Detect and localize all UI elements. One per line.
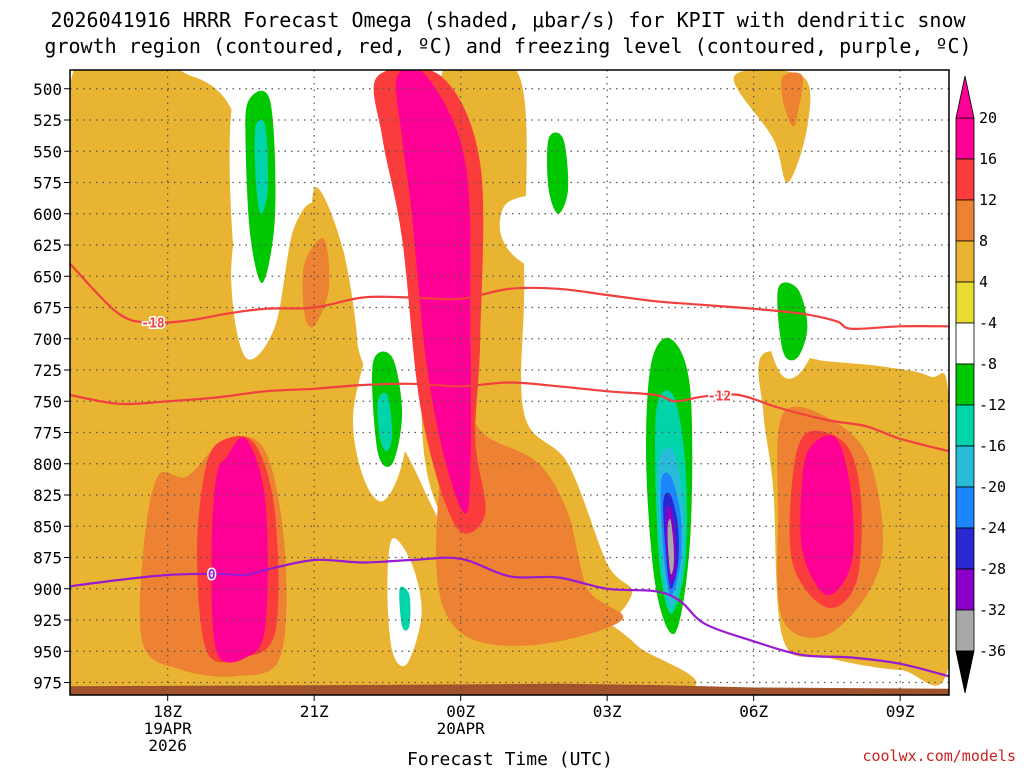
x-axis-title: Forecast Time (UTC)	[407, 749, 613, 768]
omega-region	[781, 72, 804, 127]
y-tick-label: 750	[33, 392, 62, 411]
y-tick-label: 700	[33, 330, 62, 349]
colorbar-segment	[955, 199, 975, 242]
gridlines	[70, 70, 949, 695]
omega-region	[800, 435, 854, 596]
colorbar-label: 20	[979, 109, 997, 127]
omega-region	[211, 437, 268, 663]
y-tick-label: 850	[33, 517, 62, 536]
colorbar-label: -8	[979, 355, 997, 373]
colorbar-segment	[955, 486, 975, 529]
y-tick-label: 650	[33, 267, 62, 286]
y-tick-label: 975	[33, 674, 62, 693]
contour-label: -12	[708, 390, 731, 405]
omega-region	[436, 407, 624, 646]
omega-region	[699, 527, 710, 605]
y-tick-label: 675	[33, 299, 62, 318]
x-tick-label: 19APR	[144, 719, 193, 738]
contour-line	[70, 381, 949, 453]
y-tick-label: 600	[33, 205, 62, 224]
x-tick-label: 00Z	[446, 702, 475, 721]
omega-region	[395, 70, 471, 514]
colorbar-label: -20	[979, 478, 1006, 496]
colorbar-label: 4	[979, 273, 988, 291]
contour-label: 0	[208, 568, 216, 583]
colorbar-segment	[955, 527, 975, 570]
y-tick-label: 625	[33, 236, 62, 255]
omega-region	[377, 392, 393, 452]
omega-shading	[70, 70, 949, 695]
omega-region	[737, 497, 754, 621]
omega-region	[311, 187, 359, 382]
y-tick-label: 575	[33, 174, 62, 193]
y-tick-label: 825	[33, 486, 62, 505]
contour-line	[70, 263, 949, 331]
x-tick-label: 2026	[148, 736, 187, 755]
x-tick-label: 21Z	[300, 702, 329, 721]
contour-line	[70, 556, 949, 678]
y-tick-label: 950	[33, 642, 62, 661]
y-tick-label: 525	[33, 111, 62, 130]
terrain-surface	[70, 683, 949, 695]
x-tick-label: 06Z	[739, 702, 768, 721]
omega-region	[499, 195, 569, 283]
y-tick-label: 875	[33, 549, 62, 568]
plot-frame	[69, 69, 950, 696]
colorbar-label: -32	[979, 601, 1006, 619]
colorbar: -36 -32 -28 -24 -20 -16 -12 -8 -4 4 8 12 16 20	[955, 75, 1006, 694]
omega-region	[547, 132, 569, 214]
colorbar-segment	[955, 404, 975, 447]
y-tick-label: 500	[33, 80, 62, 99]
colorbar-label: -12	[979, 396, 1006, 414]
colorbar-under-triangle	[955, 650, 975, 694]
y-tick-label: 725	[33, 361, 62, 380]
colorbar-segment	[955, 363, 975, 406]
colorbar-segment	[955, 445, 975, 488]
x-tick-label: 03Z	[593, 702, 622, 721]
colorbar-segment	[955, 281, 975, 324]
y-axis-tick-labels: 500 525 550 575 600 625 650 675 700 725 750 775 800 8…	[33, 80, 70, 693]
y-tick-label: 775	[33, 424, 62, 443]
colorbar-over-triangle	[955, 75, 975, 119]
colorbar-segment	[955, 240, 975, 283]
contour-lines: -18 -12 0	[70, 263, 949, 678]
colorbar-segment	[955, 158, 975, 201]
y-tick-label: 925	[33, 611, 62, 630]
chart-title-line-1: 2026041916 HRRR Forecast Omega (shaded, …	[50, 8, 966, 32]
colorbar-segment	[955, 609, 975, 652]
colorbar-label: -24	[979, 519, 1006, 537]
x-tick-label: 09Z	[886, 702, 915, 721]
credit-text: coolwx.com/models	[862, 747, 1016, 765]
terrain-layer	[70, 683, 949, 695]
colorbar-label: 16	[979, 150, 997, 168]
colorbar-label: -4	[979, 314, 997, 332]
chart-title-line-2: growth region (contoured, red, ºC) and f…	[44, 34, 971, 58]
colorbar-label: 12	[979, 191, 997, 209]
x-tick-label: 18Z	[153, 702, 182, 721]
colorbar-label: -16	[979, 437, 1006, 455]
omega-region	[667, 518, 674, 575]
y-tick-label: 900	[33, 580, 62, 599]
colorbar-segment	[955, 568, 975, 611]
y-tick-label: 550	[33, 142, 62, 161]
x-tick-label: 20APR	[437, 719, 486, 738]
colorbar-label: 8	[979, 232, 988, 250]
colorbar-label: -36	[979, 642, 1006, 660]
colorbar-segment	[955, 117, 975, 160]
contour-label: -18	[141, 317, 165, 332]
omega-region	[254, 119, 269, 215]
colorbar-label: -28	[979, 560, 1006, 578]
y-tick-label: 800	[33, 455, 62, 474]
omega-region	[777, 282, 808, 361]
colorbar-segment	[955, 322, 975, 365]
